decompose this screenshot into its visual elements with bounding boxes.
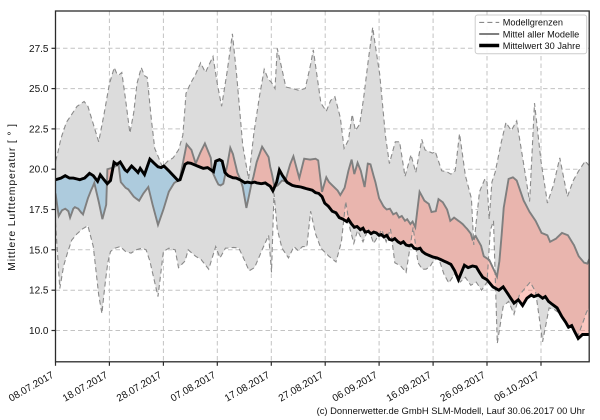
svg-text:Modellgrenzen: Modellgrenzen: [503, 18, 563, 28]
svg-text:15.0: 15.0: [29, 245, 49, 256]
svg-text:Mittel aller Modelle: Mittel aller Modelle: [503, 29, 580, 39]
svg-text:12.5: 12.5: [29, 286, 49, 297]
svg-text:27.5: 27.5: [29, 44, 49, 55]
svg-text:17.5: 17.5: [29, 205, 49, 216]
svg-text:10.0: 10.0: [29, 326, 49, 337]
svg-text:(c) Donnerwetter.de GmbH SLM-M: (c) Donnerwetter.de GmbH SLM-Modell, Lau…: [317, 405, 585, 416]
svg-text:Mittlere Lufttemperatur [ ° ]: Mittlere Lufttemperatur [ ° ]: [6, 123, 18, 271]
svg-text:20.0: 20.0: [29, 165, 49, 176]
svg-text:Mittelwert 30 Jahre: Mittelwert 30 Jahre: [503, 41, 581, 51]
svg-text:25.0: 25.0: [29, 84, 49, 95]
svg-text:22.5: 22.5: [29, 124, 49, 135]
